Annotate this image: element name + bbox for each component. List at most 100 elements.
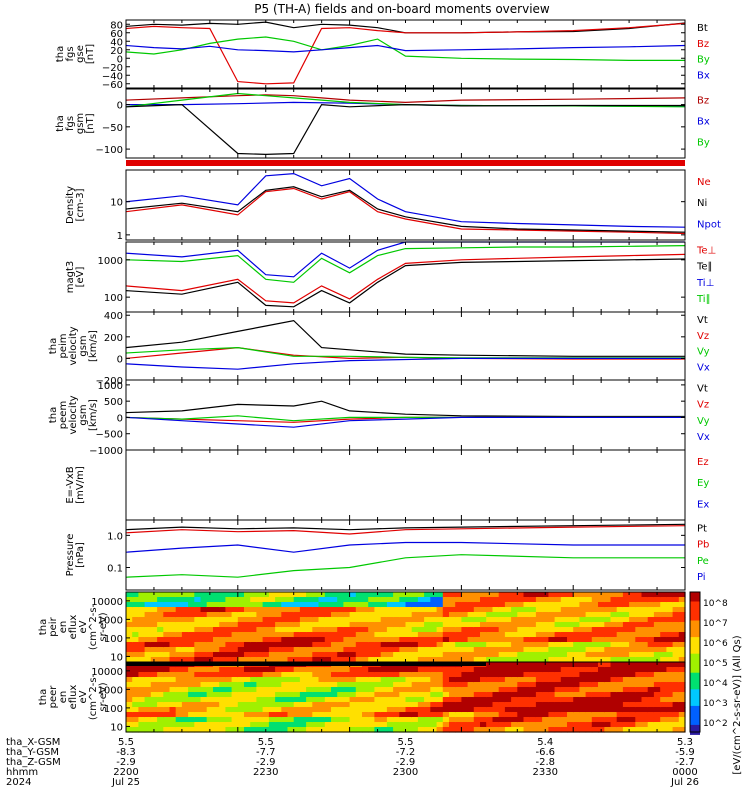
spectrogram-cell: [486, 667, 493, 673]
spectrogram-cell: [461, 657, 469, 663]
spectrogram-cell: [492, 682, 500, 688]
spectrogram-cell: [492, 707, 500, 713]
spectrogram-cell: [126, 632, 133, 638]
spectrogram-cell: [355, 627, 363, 633]
spectrogram-cell: [678, 657, 686, 663]
spectrogram-cell: [386, 632, 394, 638]
spectrogram-cell: [343, 627, 351, 633]
spectrogram-cell: [194, 697, 202, 703]
spectrogram-cell: [585, 702, 593, 708]
spectrogram-cell: [349, 702, 357, 708]
spectrogram-cell: [598, 617, 605, 623]
spectrogram-cell: [380, 647, 388, 653]
spectrogram-cell: [449, 717, 456, 723]
spectrogram-cell: [647, 667, 655, 673]
spectrogram-cell: [244, 602, 251, 608]
spectrogram-cell: [349, 657, 357, 663]
spectrogram-cell: [231, 597, 239, 603]
spectrogram-cell: [511, 612, 518, 618]
spectrogram-cell: [417, 707, 425, 713]
spectrogram-cell: [362, 597, 369, 603]
colorbar-band: [690, 634, 700, 638]
spectrogram-cell: [237, 637, 245, 643]
spectrogram-cell: [281, 632, 289, 638]
legend-entry: Ni: [697, 198, 707, 209]
spectrogram-cell: [299, 642, 307, 648]
spectrogram-cell: [225, 622, 233, 628]
spectrogram-cell: [132, 652, 139, 658]
spectrogram-cell: [188, 627, 195, 633]
spectrogram-cell: [660, 642, 667, 648]
spectrogram-cell: [411, 712, 419, 718]
spectrogram-cell: [616, 662, 624, 668]
spectrogram-cell: [157, 607, 164, 613]
spectrogram-cell: [399, 592, 407, 598]
spectrogram-cell: [504, 657, 512, 663]
spectrogram-cell: [585, 652, 593, 658]
spectrogram-cell: [368, 682, 375, 688]
colorbar-band: [690, 656, 700, 659]
spectrogram-cell: [436, 627, 444, 633]
spectrogram-cell: [598, 597, 605, 603]
spectrogram-cell: [132, 682, 139, 688]
spectrogram-cell: [287, 722, 295, 728]
spectrogram-cell: [629, 637, 636, 643]
y-tick-label: 100: [104, 634, 123, 645]
spectrogram-cell: [355, 722, 363, 728]
spectrogram-cell: [647, 652, 655, 658]
spectrogram-cell: [492, 602, 500, 608]
spectrogram-cell: [579, 632, 587, 638]
spectrogram-cell: [318, 627, 326, 633]
spectrogram-cell: [660, 602, 667, 608]
spectrogram-cell: [231, 712, 239, 718]
spectrogram-cell: [331, 677, 338, 683]
spectrogram-cell: [672, 717, 680, 723]
spectrogram-cell: [492, 592, 500, 598]
spectrogram-cell: [138, 672, 146, 678]
spectrogram-cell: [511, 657, 518, 663]
spectrogram-cell: [480, 592, 487, 598]
spectrogram-cell: [629, 692, 636, 698]
spectrogram-cell: [181, 672, 189, 678]
spectrogram-cell: [424, 667, 431, 673]
spectrogram-cell: [523, 687, 531, 693]
spectrogram-cell: [461, 622, 469, 628]
spectrogram-cell: [629, 697, 636, 703]
spectrogram-cell: [411, 687, 419, 693]
spectrogram-cell: [287, 697, 295, 703]
spectrogram-cell: [337, 602, 344, 608]
spectrogram-cell: [598, 672, 605, 678]
spectrogram-cell: [405, 622, 413, 628]
spectrogram-cell: [206, 672, 214, 678]
spectrogram-cell: [517, 652, 525, 658]
spectrogram-cell: [486, 672, 493, 678]
spectrogram-cell: [181, 617, 189, 623]
spectrogram-cell: [591, 642, 599, 648]
spectrogram-cell: [281, 697, 289, 703]
y-axis-label-line: gsm: [78, 404, 89, 425]
spectrogram-cell: [523, 677, 531, 683]
spectrogram-cell: [455, 712, 462, 718]
spectrogram-cell: [181, 722, 189, 728]
series-Vx-line: [125, 416, 685, 428]
series-Vt-line: [125, 319, 685, 357]
spectrogram-cell: [169, 602, 177, 608]
spectrogram-cell: [349, 652, 357, 658]
spectrogram-cell: [368, 712, 375, 718]
spectrogram-cell: [219, 727, 226, 733]
spectrogram-cell: [368, 687, 375, 693]
spectrogram-cell: [368, 727, 375, 733]
spectrogram-cell: [424, 622, 431, 628]
spectrogram-cell: [604, 627, 612, 633]
spectrogram-cell: [144, 652, 152, 658]
legend-entry: Vt: [697, 383, 708, 394]
spectrogram-cell: [467, 707, 475, 713]
spectrogram-cell: [244, 702, 251, 708]
spectrogram-cell: [194, 707, 202, 713]
spectrogram-cell: [591, 692, 599, 698]
spectrogram-cell: [262, 712, 270, 718]
y-tick-label: 0: [117, 101, 123, 112]
spectrogram-cell: [430, 677, 438, 683]
y-axis-label-line: velocity: [68, 326, 79, 365]
